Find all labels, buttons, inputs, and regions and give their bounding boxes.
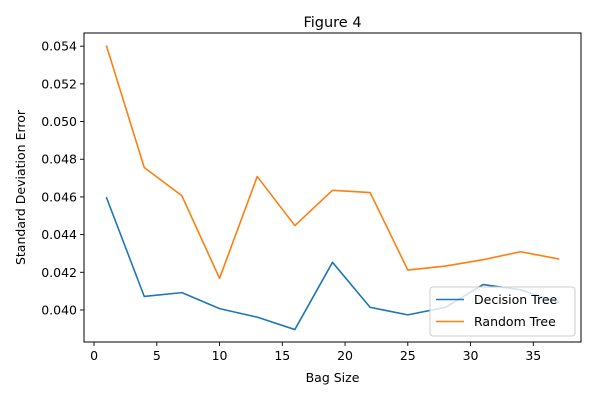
x-tick-label: 35 xyxy=(525,348,541,363)
series-line-decision-tree xyxy=(105,196,560,331)
x-axis-label: Bag Size xyxy=(306,370,360,385)
y-tick-label: 0.042 xyxy=(41,265,77,280)
x-axis: 0 5 10 15 20 25 30 35 xyxy=(90,342,541,363)
legend-label-decision-tree: Decision Tree xyxy=(474,292,558,307)
chart-title: Figure 4 xyxy=(303,15,361,31)
y-tick-label: 0.044 xyxy=(41,227,77,242)
y-tick-label: 0.052 xyxy=(41,76,77,91)
axes-frame xyxy=(83,32,582,343)
x-tick-label: 0 xyxy=(90,348,98,363)
y-axis-label: Standard Deviation Error xyxy=(13,109,28,265)
y-tick-label: 0.048 xyxy=(41,152,77,167)
x-tick-label: 5 xyxy=(153,348,161,363)
x-tick-label: 25 xyxy=(400,348,416,363)
y-tick-label: 0.040 xyxy=(41,302,77,317)
series-layer xyxy=(105,45,560,331)
legend: Decision Tree Random Tree xyxy=(429,286,576,337)
y-tick-label: 0.054 xyxy=(41,39,77,54)
series-line-random-tree xyxy=(105,45,560,280)
x-tick-label: 15 xyxy=(274,348,290,363)
y-tick-label: 0.046 xyxy=(41,189,77,204)
plot-area xyxy=(83,32,582,343)
y-axis: 0.040 0.042 0.044 0.046 0.048 0.050 0.052 0.054 xyxy=(41,39,84,317)
legend-label-random-tree: Random Tree xyxy=(474,314,556,329)
x-tick-label: 30 xyxy=(463,348,479,363)
x-tick-label: 20 xyxy=(337,348,353,363)
legend-box xyxy=(429,286,576,337)
y-tick-label: 0.050 xyxy=(41,114,77,129)
x-tick-label: 10 xyxy=(212,348,228,363)
